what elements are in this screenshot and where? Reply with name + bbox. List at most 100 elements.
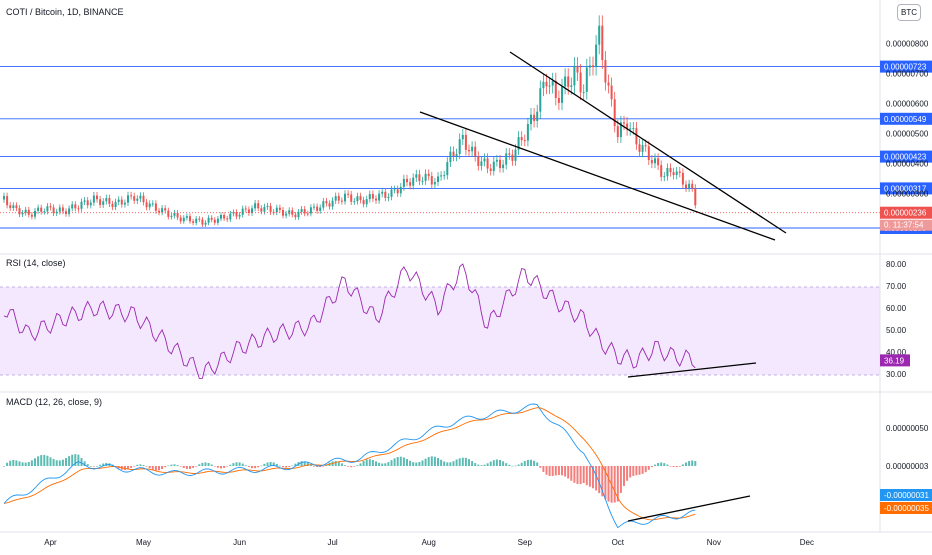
- wedge-trendlines: [419, 51, 787, 241]
- macd-hist-bar: [316, 466, 319, 468]
- price-axis-tick: 0.00000800: [886, 40, 929, 49]
- macd-hist-bar: [468, 459, 470, 466]
- macd-hist-bar: [409, 460, 412, 466]
- candle-body: [607, 82, 610, 86]
- signal-value-label: -0.00000035: [884, 504, 929, 513]
- candle-body: [89, 202, 92, 206]
- macd-hist-bar: [526, 459, 529, 466]
- rsi-axis-tick: 50.00: [886, 326, 907, 335]
- candle-body: [381, 191, 384, 194]
- candle-body: [350, 194, 353, 202]
- macd-hist-bar: [275, 463, 278, 466]
- macd-hist-bar: [49, 457, 52, 466]
- macd-hist-bar: [545, 466, 548, 475]
- macd-hist-bar: [40, 455, 43, 466]
- time-axis-tick: Apr: [44, 538, 57, 547]
- candle-body: [536, 111, 539, 122]
- candlesticks: [0, 15, 880, 227]
- rsi-value-label: 36.19: [884, 356, 905, 365]
- candle-body: [34, 210, 36, 217]
- candle-body: [68, 208, 71, 214]
- macd-hist-bar: [241, 463, 244, 466]
- macd-hist-bar: [235, 462, 238, 466]
- candle-body: [672, 172, 675, 176]
- macd-hist-bar: [3, 466, 5, 467]
- candle-body: [660, 165, 663, 177]
- macd-hist-bar: [182, 466, 185, 468]
- candle-body: [340, 200, 343, 202]
- candle-body: [635, 128, 638, 145]
- macd-hist-bar: [266, 462, 269, 466]
- macd-value-label: -0.00000031: [884, 491, 929, 500]
- macd-hist-bar: [449, 462, 452, 466]
- candle-body: [619, 122, 622, 138]
- macd-hist-bar: [52, 459, 55, 466]
- candle-body: [161, 208, 164, 213]
- macd-hist-bar: [176, 465, 179, 466]
- macd-hist-bar: [353, 466, 356, 467]
- macd-hist-bar: [350, 466, 353, 468]
- candle-body: [588, 65, 591, 68]
- macd-hist-bar: [133, 466, 136, 467]
- candle-body: [508, 153, 511, 155]
- macd-hist-bar: [629, 466, 632, 478]
- candle-body: [657, 158, 660, 166]
- candle-body: [678, 171, 681, 173]
- macd-hist-bar: [37, 456, 40, 466]
- rsi-axis-tick: 80.00: [886, 260, 907, 269]
- candle-body: [610, 85, 613, 100]
- candle-body: [548, 85, 551, 87]
- candle-body: [415, 174, 418, 178]
- candle-body: [409, 182, 412, 186]
- macd-hist-bar: [685, 462, 687, 466]
- candle-body: [55, 211, 58, 214]
- candle-body: [285, 213, 288, 216]
- candle-body: [182, 217, 185, 222]
- macd-hist-bar: [657, 462, 660, 466]
- macd-hist-bar: [278, 465, 281, 467]
- candle-body: [136, 198, 139, 201]
- macd-hist-bar: [213, 466, 216, 467]
- macd-hist-bar: [554, 466, 557, 476]
- candle-body: [127, 195, 129, 203]
- candle-body: [489, 168, 492, 171]
- macd-hist-bar: [74, 454, 77, 466]
- axis-labels: 0.00000800 0.00000700 0.00000600 0.00000500…: [880, 40, 932, 514]
- candle-body: [114, 201, 117, 208]
- candle-body: [12, 205, 15, 209]
- macd-hist-bar: [192, 466, 195, 468]
- candle-body: [666, 168, 669, 177]
- macd-hist-bar: [480, 465, 483, 466]
- macd-hist-bar: [9, 460, 12, 466]
- level-label-bg: [880, 60, 932, 73]
- macd-hist-bar: [471, 461, 474, 466]
- level-label: 0.00000723: [884, 63, 927, 72]
- macd-divergence-line: [627, 495, 751, 522]
- macd-hist-bar: [489, 461, 492, 466]
- candle-body: [449, 151, 452, 163]
- candle-body: [430, 176, 433, 185]
- currency-button[interactable]: BTC: [897, 4, 921, 21]
- macd-hist-bar: [433, 456, 436, 466]
- candle-body: [685, 184, 687, 189]
- candle-body: [275, 207, 278, 213]
- rsi-legend: RSI (14, close): [6, 258, 66, 268]
- macd-hist-bar: [322, 466, 325, 467]
- macd-hist-bar: [319, 466, 322, 468]
- candle-body: [564, 76, 567, 87]
- macd-hist-bar: [430, 456, 433, 466]
- candle-body: [663, 176, 666, 178]
- candle-body: [167, 210, 170, 217]
- time-axis-tick: Jul: [327, 538, 337, 547]
- macd-hist-bar: [443, 461, 446, 466]
- macd-hist-bar: [80, 457, 83, 466]
- macd-hist-bar: [616, 466, 619, 502]
- candle-body: [359, 196, 362, 201]
- rsi-axis-tick: 30.00: [886, 370, 907, 379]
- macd-hist-bar: [27, 461, 30, 466]
- macd-hist-bar: [585, 466, 588, 486]
- candle-body: [99, 199, 102, 205]
- candle-body: [294, 214, 297, 218]
